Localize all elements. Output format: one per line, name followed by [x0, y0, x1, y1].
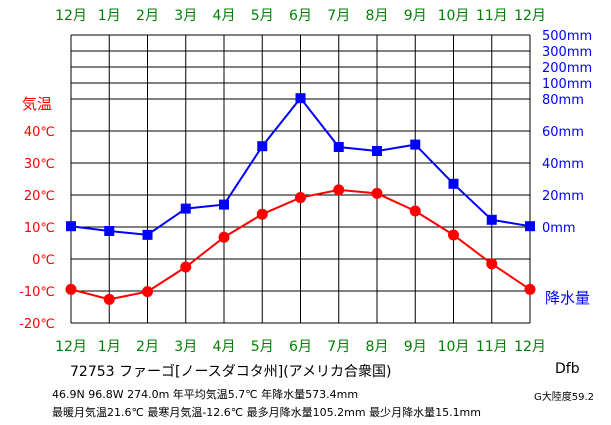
temperature-tick-label: 0℃	[32, 253, 55, 268]
month-label: 4月	[213, 339, 236, 355]
temperature-point	[65, 283, 77, 295]
temperature-tick-label: 10℃	[24, 221, 55, 236]
temperature-point	[524, 283, 536, 295]
month-label: 7月	[327, 8, 350, 24]
station-stats-line1: 46.9N 96.8W 274.0m 年平均気温5.7℃ 年降水量573.4mm	[52, 388, 359, 401]
month-label: 10月	[438, 8, 470, 24]
station-stats-line2: 最暖月気温21.6℃ 最寒月気温-12.6℃ 最多月降水量105.2mm 最少月…	[52, 406, 481, 419]
precipitation-tick-label: 20mm	[542, 189, 584, 204]
temperature-tick-label: -20℃	[19, 317, 55, 332]
temperature-tick-label: -10℃	[19, 285, 55, 300]
month-label: 10月	[438, 339, 470, 355]
koppen-climate-code: Dfb	[555, 361, 580, 377]
temperature-tick-label: 30℃	[24, 157, 55, 172]
precipitation-tick-label: 0mm	[542, 221, 576, 236]
precipitation-point	[448, 178, 459, 189]
temperature-axis-labels: 40℃ 30℃ 20℃ 10℃ 0℃ -10℃ -20℃	[19, 125, 55, 332]
precipitation-tick-label: 200mm	[542, 61, 592, 76]
precipitation-tick-label: 100mm	[542, 77, 592, 92]
precipitation-axis-title: 降水量	[545, 289, 590, 307]
month-label: 8月	[366, 8, 389, 24]
month-label: 12月	[514, 339, 546, 355]
month-label: 6月	[289, 8, 312, 24]
month-label: 11月	[476, 8, 508, 24]
chart-grid	[70, 34, 531, 324]
month-label: 12月	[55, 8, 87, 24]
temperature-point	[409, 205, 421, 217]
month-label: 2月	[136, 8, 159, 24]
precipitation-point	[333, 142, 344, 152]
month-label: 11月	[476, 339, 508, 355]
temperature-point	[218, 231, 230, 243]
station-title: 72753 ファーゴ[ノースダコタ州](アメリカ合衆国)	[70, 364, 392, 380]
month-label: 12月	[514, 8, 546, 24]
month-labels-top: 12月 1月 2月 3月 4月 5月 6月 7月 8月 9月 10月 11月 12月	[55, 8, 546, 24]
month-labels-bottom: 12月 1月 2月 3月 4月 5月 6月 7月 8月 9月 10月 11月 12月	[55, 339, 546, 355]
temperature-point	[103, 293, 115, 305]
precipitation-point	[486, 214, 497, 225]
precipitation-point	[142, 229, 153, 240]
precipitation-point	[66, 221, 76, 232]
precipitation-point	[180, 203, 191, 214]
precipitation-point	[257, 141, 268, 152]
month-label: 1月	[98, 8, 121, 24]
month-label: 7月	[327, 339, 350, 355]
month-label: 3月	[174, 8, 197, 24]
month-label: 9月	[404, 8, 427, 24]
precipitation-point	[295, 93, 306, 104]
month-label: 8月	[366, 339, 389, 355]
precipitation-point	[410, 139, 421, 150]
month-label: 6月	[289, 339, 312, 355]
temperature-point	[256, 208, 268, 220]
continentality-index: G大陸度59.2	[534, 392, 595, 403]
precipitation-point	[104, 226, 115, 236]
month-label: 9月	[404, 339, 427, 355]
temperature-series	[65, 184, 536, 305]
month-label: 4月	[213, 8, 236, 24]
month-label: 1月	[98, 339, 121, 355]
month-label: 5月	[251, 8, 274, 24]
precipitation-tick-label: 80mm	[542, 93, 584, 108]
temperature-point	[180, 261, 192, 273]
month-label: 5月	[251, 339, 274, 355]
precipitation-point	[525, 221, 535, 232]
temperature-point	[295, 192, 306, 204]
month-label: 2月	[136, 339, 159, 355]
month-label: 3月	[174, 339, 197, 355]
precipitation-point	[219, 199, 229, 210]
month-label: 12月	[55, 339, 87, 355]
temperature-tick-label: 40℃	[24, 125, 55, 140]
precipitation-series	[66, 93, 535, 240]
precipitation-tick-label: 40mm	[542, 157, 584, 172]
temperature-point	[448, 229, 459, 241]
temperature-point	[333, 184, 345, 196]
precipitation-tick-label: 60mm	[542, 125, 584, 140]
temperature-point	[486, 258, 498, 270]
temperature-tick-label: 20℃	[24, 189, 55, 204]
temperature-axis-title: 気温	[22, 95, 52, 113]
precipitation-tick-label: 500mm	[542, 29, 592, 44]
temperature-point	[371, 187, 383, 199]
precipitation-point	[372, 146, 382, 156]
temperature-point	[142, 286, 153, 298]
precipitation-tick-label: 300mm	[542, 45, 592, 60]
